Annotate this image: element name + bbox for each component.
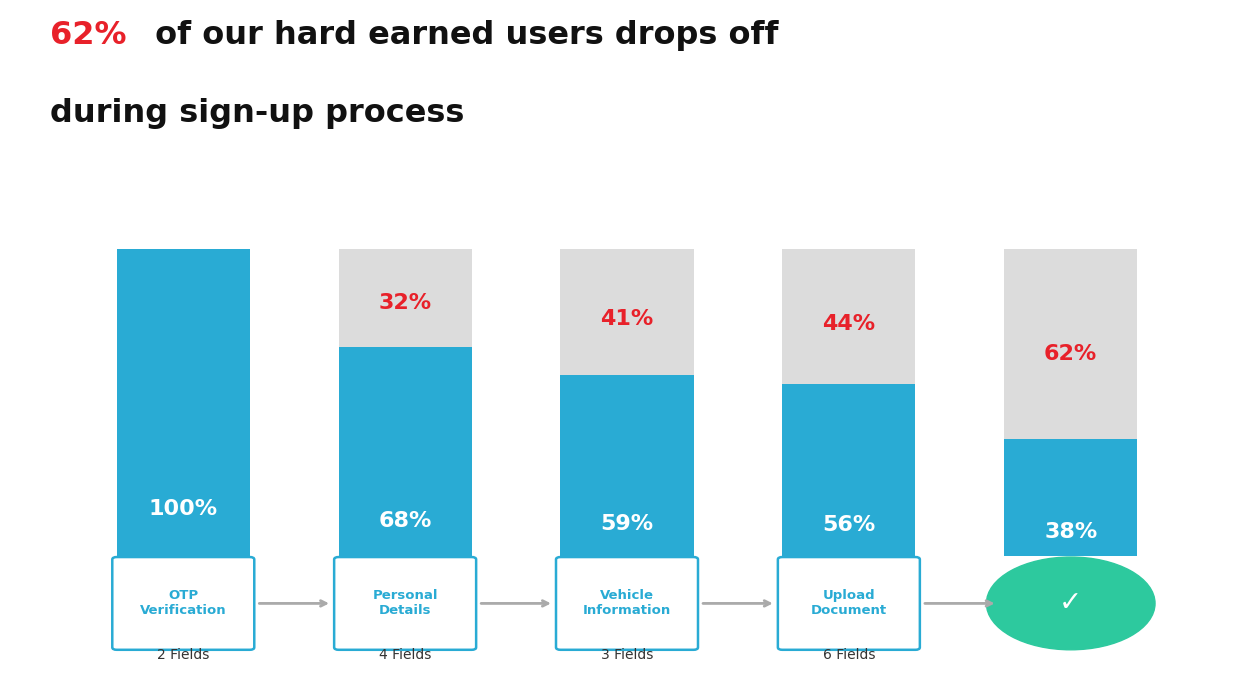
Text: 4 Fields: 4 Fields [379, 648, 431, 662]
Bar [339, 348, 472, 556]
Text: Upload
Document: Upload Document [811, 589, 887, 618]
Text: 62%: 62% [1045, 344, 1097, 364]
Bar [339, 250, 472, 556]
Text: 44%: 44% [823, 314, 875, 334]
FancyBboxPatch shape [556, 557, 698, 650]
Text: 38%: 38% [1045, 522, 1097, 542]
Text: 68%: 68% [379, 511, 431, 531]
Text: 100%: 100% [149, 499, 218, 519]
Text: during sign-up process: during sign-up process [50, 98, 464, 129]
FancyBboxPatch shape [334, 557, 477, 650]
Bar [782, 250, 915, 556]
Bar [1004, 250, 1137, 556]
Bar [782, 384, 915, 556]
Text: of our hard earned users drops off: of our hard earned users drops off [144, 20, 779, 52]
Text: ✓: ✓ [1060, 589, 1082, 618]
Text: 62%: 62% [50, 20, 127, 52]
Text: 32%: 32% [379, 294, 431, 313]
Text: Personal
Details: Personal Details [372, 589, 438, 618]
Circle shape [987, 557, 1155, 650]
Text: 3 Fields: 3 Fields [601, 648, 653, 662]
Text: Vehicle
Information: Vehicle Information [583, 589, 671, 618]
Bar [1004, 439, 1137, 556]
Bar [561, 250, 693, 556]
FancyBboxPatch shape [113, 557, 255, 650]
Text: OTP
Verification: OTP Verification [140, 589, 227, 618]
Bar [117, 250, 250, 556]
FancyBboxPatch shape [777, 557, 920, 650]
Text: 6 Fields: 6 Fields [823, 648, 875, 662]
Text: 41%: 41% [601, 308, 653, 329]
Text: 2 Fields: 2 Fields [157, 648, 209, 662]
Text: 56%: 56% [823, 515, 875, 536]
Bar [561, 375, 693, 556]
Text: 59%: 59% [601, 514, 653, 534]
